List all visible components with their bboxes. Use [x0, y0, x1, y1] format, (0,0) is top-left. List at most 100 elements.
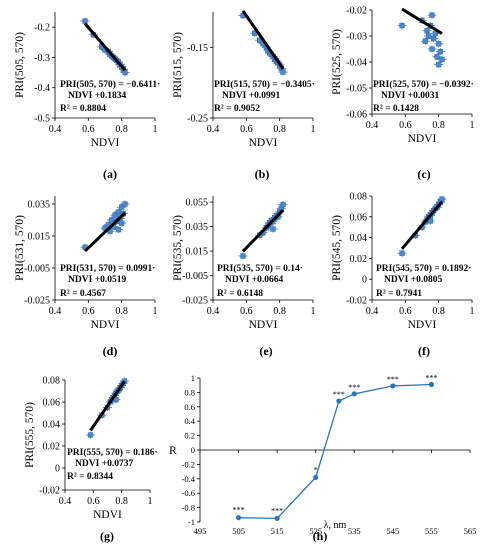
y-tick-label: -0.03	[346, 32, 367, 43]
equation-line-1: PRI(535, 570) = 0.14·	[217, 263, 303, 274]
x-axis-title: λ, nm	[324, 520, 347, 531]
x-tick-label: 515	[271, 526, 284, 536]
r-squared: R² = 0.6148	[217, 289, 263, 299]
series-line	[238, 383, 432, 520]
x-tick-label: 0.6	[240, 306, 253, 317]
marker	[439, 196, 445, 202]
significance-label: ***	[425, 373, 437, 382]
equation-line-1: PRI(525, 570) = −0.0392·	[373, 79, 474, 90]
data-point	[435, 48, 445, 56]
equation-line-2: NDVI +0.0737	[75, 459, 133, 469]
x-tick-label: 0.4	[366, 306, 379, 317]
x-tick-label: 1	[153, 124, 158, 135]
x-tick-label: 0.6	[240, 124, 253, 135]
marker	[434, 54, 440, 60]
trend-line	[83, 22, 127, 72]
y-axis-title: PRI(525, 570)	[331, 29, 343, 95]
y-tick-label: 0.4	[184, 416, 195, 426]
y-tick-label: -0.4	[34, 83, 50, 94]
data-point	[427, 45, 437, 53]
equation-line-1: PRI(505, 570) = −0.6411·	[60, 79, 160, 90]
y-tick-label: 0.015	[186, 247, 209, 258]
r-squared: R² = 0.4567	[60, 289, 106, 299]
x-axis-title: NDVI	[91, 137, 120, 149]
data-point	[351, 391, 357, 397]
data-point	[86, 431, 95, 439]
x-tick-label: 1	[148, 496, 153, 507]
data-point	[238, 252, 248, 260]
y-tick-label: -0.2	[34, 23, 50, 34]
x-tick-label: 1	[470, 120, 475, 131]
panel-label: (e)	[259, 344, 272, 358]
scatter-panel: -0.2 -0.3 -0.4 -0.50.4 0.6 0.8 1 NDVI PRI(505, 5…	[14, 12, 160, 181]
equation-line-1: PRI(531, 570) = 0.0991·	[60, 263, 155, 274]
scatter-panel: 0.08 0.06 0.04 0.02 0 -0.020.4 0.6 0.8 1 NDVI PRI(…	[24, 376, 158, 544]
x-tick-label: 0.4	[59, 496, 72, 507]
y-axis-title: PRI(531, 570)	[14, 215, 26, 281]
marker	[437, 48, 443, 55]
marker	[280, 69, 286, 75]
r-squared: R² = 0.1428	[373, 104, 419, 114]
x-tick-label: 545	[386, 526, 399, 536]
x-tick-label: 1	[311, 124, 316, 135]
y-tick-label: 0.06	[350, 212, 368, 223]
marker	[427, 218, 433, 224]
x-tick-label: 1	[470, 306, 475, 317]
x-axis-title: NDVI	[408, 319, 437, 331]
x-tick-label: 535	[348, 526, 361, 536]
y-tick-label: -0.4	[182, 474, 196, 484]
trend-line	[401, 7, 443, 35]
y-tick-label: -0.05	[346, 84, 367, 95]
x-axis-title: NDVI	[249, 319, 278, 331]
r-squared: R² = 0.8344	[67, 472, 113, 482]
y-axis-title: R	[169, 445, 177, 457]
trend-line	[241, 10, 285, 70]
data-point	[434, 40, 444, 48]
r-squared: R² = 0.7941	[376, 289, 422, 299]
scatter-panel: -0.15 -0.250.4 0.6 0.8 1 NDVI PRI(515, 570) PRI…	[172, 10, 316, 181]
data-point	[437, 195, 447, 203]
y-tick-label: -1	[188, 517, 195, 527]
marker	[424, 28, 430, 34]
x-tick-label: 0.8	[273, 306, 286, 317]
y-tick-label: 0.06	[43, 398, 61, 409]
y-tick-label: 0	[191, 445, 195, 455]
marker	[429, 12, 435, 18]
y-tick-label: -0.25	[187, 114, 208, 125]
y-tick-label: 0.8	[184, 387, 195, 397]
x-tick-label: 0.8	[432, 306, 445, 317]
x-tick-label: 0.6	[82, 306, 95, 317]
marker	[122, 69, 128, 76]
marker	[431, 35, 437, 42]
marker	[270, 226, 276, 232]
data-point	[336, 398, 342, 404]
marker	[82, 18, 88, 24]
y-tick-label: -0.5	[34, 114, 50, 125]
r-squared: R² = 0.9052	[214, 104, 260, 114]
significance-label: ***	[348, 383, 360, 392]
y-tick-label: 0	[362, 275, 367, 286]
x-tick-label: 1	[153, 306, 158, 317]
y-tick-label: -0.06	[346, 110, 367, 121]
data-point	[80, 17, 90, 25]
equation-line-2: NDVI +0.1834	[68, 91, 126, 101]
y-axis-title: PRI(505, 570)	[14, 32, 26, 98]
equation-line-2: NDVI +0.0991	[222, 91, 280, 101]
x-tick-label: 555	[425, 526, 438, 536]
marker	[280, 201, 286, 208]
y-tick-label: 0.04	[43, 420, 61, 431]
x-tick-label: 0.4	[207, 124, 220, 135]
x-tick-label: 0.4	[207, 306, 220, 317]
y-tick-label: -0.02	[346, 6, 367, 17]
x-tick-label: 525	[309, 526, 322, 536]
data-point	[120, 200, 130, 208]
y-tick-label: -0.3	[34, 53, 50, 64]
x-tick-label: 0.6	[399, 306, 412, 317]
scatter-panel: -0.02 -0.03 -0.04 -0.05 -0.060.4 0.6 0.8 1 NDVI P…	[331, 6, 475, 182]
data-point	[434, 61, 444, 69]
data-point	[278, 201, 288, 209]
equation-line-2: NDVI +0.0664	[225, 275, 283, 285]
data-point	[428, 381, 435, 388]
